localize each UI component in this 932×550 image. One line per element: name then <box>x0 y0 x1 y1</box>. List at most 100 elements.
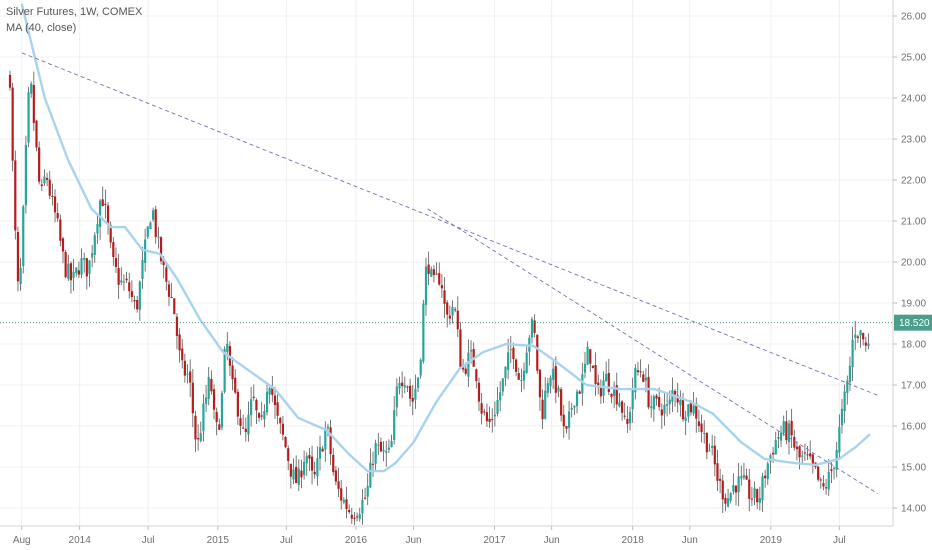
x-tick-label: 2016 <box>345 535 368 546</box>
candle-down <box>231 365 234 380</box>
candle-down <box>594 365 597 385</box>
candle-down <box>824 487 828 489</box>
candle-up <box>361 499 364 514</box>
x-tick-label: Jul <box>280 535 293 546</box>
candle-up <box>499 392 502 401</box>
candle-up <box>668 399 671 405</box>
candle-down <box>541 399 544 420</box>
y-tick-label: 19.00 <box>901 299 926 310</box>
candle-down <box>345 499 348 510</box>
chart-title: Silver Futures, 1W, COMEX <box>6 6 143 18</box>
candle-up <box>692 405 695 414</box>
candle-down <box>806 454 809 456</box>
candle-down <box>793 436 796 448</box>
candle-down <box>244 428 247 433</box>
candle-down <box>109 224 112 243</box>
candle-up <box>342 500 345 503</box>
candle-up <box>316 458 319 477</box>
candle-up <box>223 348 226 392</box>
candle-down <box>112 242 115 257</box>
candle-down <box>154 209 157 238</box>
y-tick-label: 18.00 <box>901 340 926 351</box>
candle-up <box>618 402 621 407</box>
candle-up <box>122 281 126 283</box>
y-tick-label: 15.00 <box>901 463 926 474</box>
candle-down <box>464 368 467 374</box>
candle-up <box>369 462 372 488</box>
candle-down <box>817 466 820 480</box>
candle-up <box>199 433 202 441</box>
candle-up <box>207 376 210 399</box>
moving-average-layer <box>20 3 871 473</box>
candle-down <box>610 393 613 397</box>
chart-grid <box>0 0 893 526</box>
candle-up <box>138 281 141 310</box>
candle-down <box>64 252 67 278</box>
candle-up <box>684 417 687 421</box>
candle-up <box>120 280 123 283</box>
candle-down <box>191 382 194 414</box>
candle-down <box>257 413 261 418</box>
candle-up <box>96 224 99 234</box>
candle-down <box>133 299 136 302</box>
candle-down <box>363 497 367 499</box>
candle-up <box>83 258 86 260</box>
candle-up <box>586 346 589 365</box>
candle-up <box>67 263 70 279</box>
candle-down <box>536 334 539 371</box>
candle-up <box>504 366 507 378</box>
candle-down <box>716 463 719 481</box>
candle-down <box>340 488 343 501</box>
candle-down <box>281 423 285 435</box>
candle-down <box>811 454 814 464</box>
candle-down <box>639 371 642 373</box>
candle-up <box>88 260 91 274</box>
candle-down <box>32 85 35 123</box>
candle-down <box>721 480 724 500</box>
y-tick-label: 23.00 <box>901 135 926 146</box>
candle-up <box>758 498 761 503</box>
x-tick-label: Jun <box>544 535 560 546</box>
candle-down <box>803 452 806 454</box>
candle-down <box>560 389 563 416</box>
candle-up <box>43 176 46 184</box>
candle-down <box>329 427 332 455</box>
candle-down <box>189 371 192 383</box>
candle-up <box>91 253 94 258</box>
candle-up <box>859 330 862 336</box>
candle-up <box>838 427 841 453</box>
y-tick-label: 25.00 <box>901 53 926 64</box>
candle-up <box>398 382 401 389</box>
candle-up <box>507 352 510 370</box>
time-axis[interactable]: Aug 2014 Jul 2015 Jul 2016 Jun 2017 Jun 2018 Jun 20… <box>0 525 893 546</box>
candle-down <box>128 282 131 292</box>
candle-down <box>106 205 110 225</box>
candle-up <box>22 206 25 267</box>
candle-down <box>756 489 759 503</box>
candle-up <box>583 363 587 373</box>
candle-down <box>448 315 451 319</box>
trendline[interactable] <box>427 208 878 495</box>
candle-down <box>748 479 751 499</box>
candle-up <box>186 373 189 375</box>
candle-down <box>623 415 626 417</box>
candle-up <box>226 343 229 352</box>
candle-down <box>48 179 51 196</box>
candle-down <box>260 415 263 417</box>
candle-up <box>430 269 433 277</box>
candle-up <box>729 492 732 501</box>
candle-down <box>334 470 338 482</box>
moving-average-line <box>20 3 871 473</box>
candle-down <box>276 402 279 416</box>
candle-down <box>697 421 701 427</box>
candle-up <box>628 411 632 424</box>
candle-down <box>440 285 443 289</box>
y-tick-label: 24.00 <box>901 94 926 105</box>
candle-down <box>719 478 722 481</box>
candle-down <box>689 401 693 413</box>
candle-up <box>151 210 155 220</box>
price-axis[interactable]: 14.00 15.00 16.00 17.00 18.00 19.00 20.00 21.00… <box>892 0 926 526</box>
candle-up <box>141 260 144 280</box>
candle-up <box>742 475 746 478</box>
